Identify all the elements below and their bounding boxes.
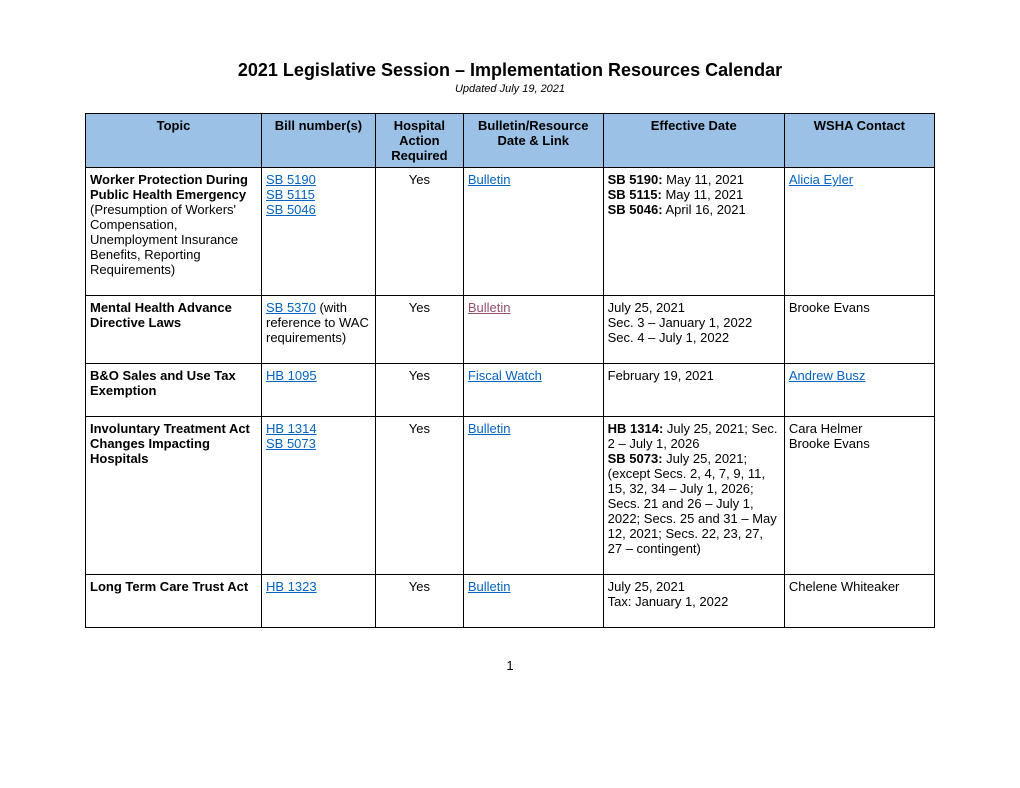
cell-topic: Long Term Care Trust Act bbox=[86, 575, 262, 628]
header-bulletin: Bulletin/Resource Date & Link bbox=[463, 114, 603, 168]
table-row: Mental Health Advance Directive Laws SB … bbox=[86, 296, 935, 364]
contact-line: Cara Helmer bbox=[789, 421, 863, 436]
bill-link[interactable]: SB 5370 bbox=[266, 300, 316, 315]
table-row: Worker Protection During Public Health E… bbox=[86, 168, 935, 296]
cell-contact: Andrew Busz bbox=[784, 364, 934, 417]
effective-bold: SB 5073: bbox=[608, 451, 663, 466]
table-row: B&O Sales and Use Tax Exemption HB 1095 … bbox=[86, 364, 935, 417]
cell-effective: February 19, 2021 bbox=[603, 364, 784, 417]
table-row: Long Term Care Trust Act HB 1323 Yes Bul… bbox=[86, 575, 935, 628]
cell-bulletin: Bulletin bbox=[463, 296, 603, 364]
header-effective: Effective Date bbox=[603, 114, 784, 168]
cell-bulletin: Bulletin bbox=[463, 417, 603, 575]
cell-effective: HB 1314: July 25, 2021; Sec. 2 – July 1,… bbox=[603, 417, 784, 575]
effective-bold: HB 1314: bbox=[608, 421, 664, 436]
bulletin-link[interactable]: Bulletin bbox=[468, 579, 511, 594]
effective-text: May 11, 2021 bbox=[662, 187, 743, 202]
effective-text: May 11, 2021 bbox=[663, 172, 744, 187]
cell-contact: Brooke Evans bbox=[784, 296, 934, 364]
topic-bold: Mental Health Advance Directive Laws bbox=[90, 300, 232, 330]
effective-line: July 25, 2021 bbox=[608, 579, 685, 594]
page-number: 1 bbox=[85, 658, 935, 673]
cell-action: Yes bbox=[375, 575, 463, 628]
cell-action: Yes bbox=[375, 364, 463, 417]
bulletin-link[interactable]: Fiscal Watch bbox=[468, 368, 542, 383]
cell-topic: Worker Protection During Public Health E… bbox=[86, 168, 262, 296]
header-bill: Bill number(s) bbox=[262, 114, 376, 168]
contact-line: Brooke Evans bbox=[789, 436, 870, 451]
bill-link[interactable]: HB 1095 bbox=[266, 368, 317, 383]
effective-bold: SB 5115: bbox=[608, 187, 662, 202]
page-title: 2021 Legislative Session – Implementatio… bbox=[85, 60, 935, 81]
bulletin-link[interactable]: Bulletin bbox=[468, 300, 511, 315]
bulletin-link[interactable]: Bulletin bbox=[468, 421, 511, 436]
effective-line: Sec. 3 – January 1, 2022 bbox=[608, 315, 753, 330]
bill-link[interactable]: SB 5115 bbox=[266, 187, 315, 202]
cell-effective: July 25, 2021 Tax: January 1, 2022 bbox=[603, 575, 784, 628]
topic-bold: Worker Protection During Public Health E… bbox=[90, 172, 248, 202]
topic-bold: B&O Sales and Use Tax Exemption bbox=[90, 368, 236, 398]
header-topic: Topic bbox=[86, 114, 262, 168]
legislative-table: Topic Bill number(s) Hospital Action Req… bbox=[85, 113, 935, 628]
cell-bill: HB 1314 SB 5073 bbox=[262, 417, 376, 575]
cell-effective: July 25, 2021 Sec. 3 – January 1, 2022 S… bbox=[603, 296, 784, 364]
header-action: Hospital Action Required bbox=[375, 114, 463, 168]
cell-bill: HB 1095 bbox=[262, 364, 376, 417]
effective-bold: SB 5190: bbox=[608, 172, 663, 187]
contact-link[interactable]: Andrew Busz bbox=[789, 368, 866, 383]
bill-link[interactable]: SB 5190 bbox=[266, 172, 316, 187]
cell-bill: SB 5190 SB 5115 SB 5046 bbox=[262, 168, 376, 296]
cell-bulletin: Bulletin bbox=[463, 575, 603, 628]
cell-contact: Chelene Whiteaker bbox=[784, 575, 934, 628]
effective-text: April 16, 2021 bbox=[663, 202, 746, 217]
effective-bold: SB 5046: bbox=[608, 202, 663, 217]
cell-contact: Alicia Eyler bbox=[784, 168, 934, 296]
effective-line: July 25, 2021 bbox=[608, 300, 685, 315]
topic-bold: Involuntary Treatment Act Changes Impact… bbox=[90, 421, 250, 466]
cell-topic: B&O Sales and Use Tax Exemption bbox=[86, 364, 262, 417]
cell-action: Yes bbox=[375, 296, 463, 364]
topic-rest: (Presumption of Workers' Compensation, U… bbox=[90, 202, 238, 277]
bulletin-link[interactable]: Bulletin bbox=[468, 172, 511, 187]
topic-bold: Long Term Care Trust Act bbox=[90, 579, 248, 594]
cell-bill: SB 5370 (with reference to WAC requireme… bbox=[262, 296, 376, 364]
contact-link[interactable]: Alicia Eyler bbox=[789, 172, 853, 187]
effective-line: Tax: January 1, 2022 bbox=[608, 594, 729, 609]
effective-text: July 25, 2021; (except Secs. 2, 4, 7, 9,… bbox=[608, 451, 777, 556]
cell-effective: SB 5190: May 11, 2021 SB 5115: May 11, 2… bbox=[603, 168, 784, 296]
cell-topic: Involuntary Treatment Act Changes Impact… bbox=[86, 417, 262, 575]
table-row: Involuntary Treatment Act Changes Impact… bbox=[86, 417, 935, 575]
cell-action: Yes bbox=[375, 168, 463, 296]
cell-topic: Mental Health Advance Directive Laws bbox=[86, 296, 262, 364]
table-header-row: Topic Bill number(s) Hospital Action Req… bbox=[86, 114, 935, 168]
bill-link[interactable]: SB 5073 bbox=[266, 436, 316, 451]
cell-action: Yes bbox=[375, 417, 463, 575]
effective-line: February 19, 2021 bbox=[608, 368, 714, 383]
bill-link[interactable]: SB 5046 bbox=[266, 202, 316, 217]
cell-bulletin: Fiscal Watch bbox=[463, 364, 603, 417]
cell-contact: Cara Helmer Brooke Evans bbox=[784, 417, 934, 575]
page-subtitle: Updated July 19, 2021 bbox=[85, 83, 935, 95]
effective-line: Sec. 4 – July 1, 2022 bbox=[608, 330, 729, 345]
bill-link[interactable]: HB 1323 bbox=[266, 579, 317, 594]
header-contact: WSHA Contact bbox=[784, 114, 934, 168]
cell-bulletin: Bulletin bbox=[463, 168, 603, 296]
bill-link[interactable]: HB 1314 bbox=[266, 421, 317, 436]
cell-bill: HB 1323 bbox=[262, 575, 376, 628]
